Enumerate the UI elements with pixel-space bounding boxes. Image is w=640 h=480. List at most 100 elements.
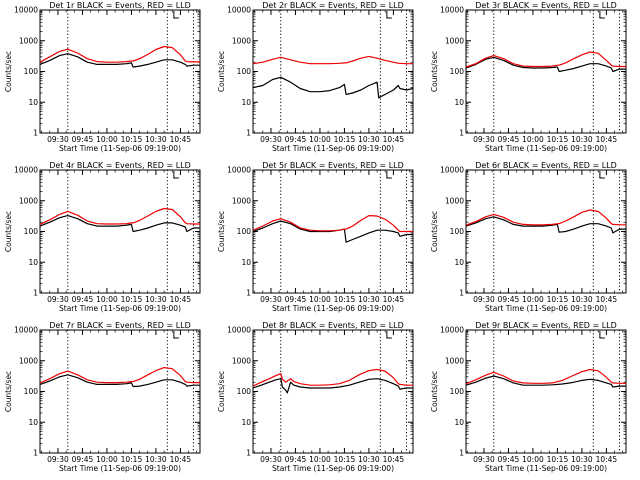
y-tick-label: 1000	[232, 36, 251, 45]
x-tick-label: 10:45	[596, 455, 618, 464]
flag-marker	[173, 171, 179, 179]
series-line-lld	[39, 45, 200, 63]
y-tick-label: 100	[24, 227, 39, 236]
panel-title: Det 3r BLACK = Events, RED = LLD	[475, 1, 617, 10]
x-tick-label: 10:45	[596, 135, 618, 144]
y-tick-label: 100	[237, 67, 252, 76]
plot-frame	[252, 9, 414, 134]
y-tick-label: 10	[454, 258, 464, 267]
series-line-events	[465, 375, 626, 388]
x-tick-label: 10:45	[170, 455, 192, 464]
detector-panel-3: Det 3r BLACK = Events, RED = LLD 1 10 100 10…	[430, 1, 627, 153]
x-tick-label: 10:00	[96, 295, 118, 304]
x-tick-label: 10:15	[334, 455, 356, 464]
x-tick-label: 10:15	[334, 135, 356, 144]
x-tick-label: 10:45	[596, 295, 618, 304]
x-tick-label: 10:00	[309, 295, 331, 304]
x-tick-label: 10:30	[571, 135, 593, 144]
x-axis-label: Start Time (11-Sep-06 09:19:00)	[485, 304, 607, 313]
detector-panel-2: Det 2r BLACK = Events, RED = LLD 1 10 100 10…	[217, 1, 414, 153]
x-tick-label: 09:30	[473, 135, 495, 144]
panel-title: Det 1r BLACK = Events, RED = LLD	[49, 1, 191, 10]
x-tick-label: 10:00	[96, 135, 118, 144]
series-line-lld	[465, 368, 626, 385]
series-line-lld	[465, 51, 626, 68]
y-tick-label: 100	[450, 387, 465, 396]
flag-marker	[386, 171, 392, 179]
x-tick-label: 10:45	[383, 455, 405, 464]
detector-panel-9: Det 9r BLACK = Events, RED = LLD 1 10 100 10…	[430, 321, 627, 473]
x-tick-label: 10:00	[96, 455, 118, 464]
series-line-events	[252, 220, 413, 243]
x-tick-label: 10:45	[170, 135, 192, 144]
x-tick-label: 09:30	[260, 455, 282, 464]
x-tick-label: 10:00	[309, 455, 331, 464]
y-tick-label: 1000	[232, 356, 251, 365]
x-tick-label: 09:45	[72, 455, 94, 464]
x-axis-label: Start Time (11-Sep-06 09:19:00)	[59, 144, 181, 153]
y-tick-label: 10000	[440, 326, 464, 335]
y-tick-label: 100	[450, 227, 465, 236]
y-tick-label: 10	[241, 98, 251, 107]
x-axis-label: Start Time (11-Sep-06 09:19:00)	[59, 464, 181, 473]
x-tick-label: 10:45	[170, 295, 192, 304]
x-tick-label: 09:45	[285, 135, 307, 144]
plot-frame	[39, 9, 201, 134]
y-axis-label: Counts/sec	[217, 371, 226, 412]
x-tick-label: 10:15	[121, 455, 143, 464]
x-tick-label: 10:00	[309, 135, 331, 144]
y-tick-label: 1	[33, 449, 38, 458]
x-tick-label: 09:45	[498, 295, 520, 304]
y-tick-label: 10000	[227, 326, 251, 335]
x-tick-label: 09:30	[473, 455, 495, 464]
x-tick-label: 09:45	[72, 135, 94, 144]
y-tick-label: 10	[454, 98, 464, 107]
y-tick-label: 1000	[232, 196, 251, 205]
y-tick-label: 1000	[19, 356, 38, 365]
y-axis-label: Counts/sec	[430, 51, 439, 92]
y-axis-label: Counts/sec	[4, 211, 13, 252]
y-axis-label: Counts/sec	[217, 211, 226, 252]
x-axis-label: Start Time (11-Sep-06 09:19:00)	[272, 304, 394, 313]
y-tick-label: 10000	[14, 326, 38, 335]
y-tick-label: 10000	[14, 6, 38, 15]
detector-panel-1: Det 1r BLACK = Events, RED = LLD 1 10 100 10…	[4, 1, 201, 153]
series-line-events	[252, 378, 413, 394]
x-tick-label: 09:45	[285, 455, 307, 464]
x-axis-label: Start Time (11-Sep-06 09:19:00)	[485, 464, 607, 473]
flag-marker	[386, 331, 392, 339]
x-axis-label: Start Time (11-Sep-06 09:19:00)	[485, 144, 607, 153]
y-tick-label: 1000	[445, 36, 464, 45]
y-tick-label: 1	[459, 129, 464, 138]
y-axis-label: Counts/sec	[430, 211, 439, 252]
x-tick-label: 09:45	[498, 135, 520, 144]
flag-marker	[173, 11, 179, 19]
detector-panel-5: Det 5r BLACK = Events, RED = LLD 1 10 100 10…	[217, 161, 414, 313]
series-line-events	[252, 76, 414, 99]
series-line-events	[465, 56, 626, 73]
y-tick-label: 100	[24, 67, 39, 76]
x-tick-label: 09:30	[47, 135, 69, 144]
y-tick-label: 1000	[445, 356, 464, 365]
plot-frame	[465, 9, 627, 134]
series-line-lld	[39, 367, 200, 384]
plot-frame	[465, 169, 627, 294]
y-tick-label: 10000	[227, 166, 251, 175]
plot-frame	[39, 169, 201, 294]
x-axis-label: Start Time (11-Sep-06 09:19:00)	[272, 144, 394, 153]
y-tick-label: 1	[33, 289, 38, 298]
flag-marker	[599, 171, 605, 179]
detector-panel-4: Det 4r BLACK = Events, RED = LLD 1 10 100 10…	[4, 161, 201, 313]
x-tick-label: 10:00	[522, 295, 544, 304]
y-tick-label: 1	[33, 129, 38, 138]
flag-marker	[599, 11, 605, 19]
x-tick-label: 10:00	[522, 135, 544, 144]
x-tick-label: 10:15	[334, 295, 356, 304]
x-tick-label: 10:45	[383, 135, 405, 144]
x-tick-label: 10:30	[571, 295, 593, 304]
panel-title: Det 8r BLACK = Events, RED = LLD	[262, 321, 404, 330]
x-tick-label: 10:30	[358, 135, 380, 144]
y-axis-label: Counts/sec	[4, 371, 13, 412]
x-tick-label: 09:30	[47, 295, 69, 304]
x-tick-label: 10:15	[121, 135, 143, 144]
